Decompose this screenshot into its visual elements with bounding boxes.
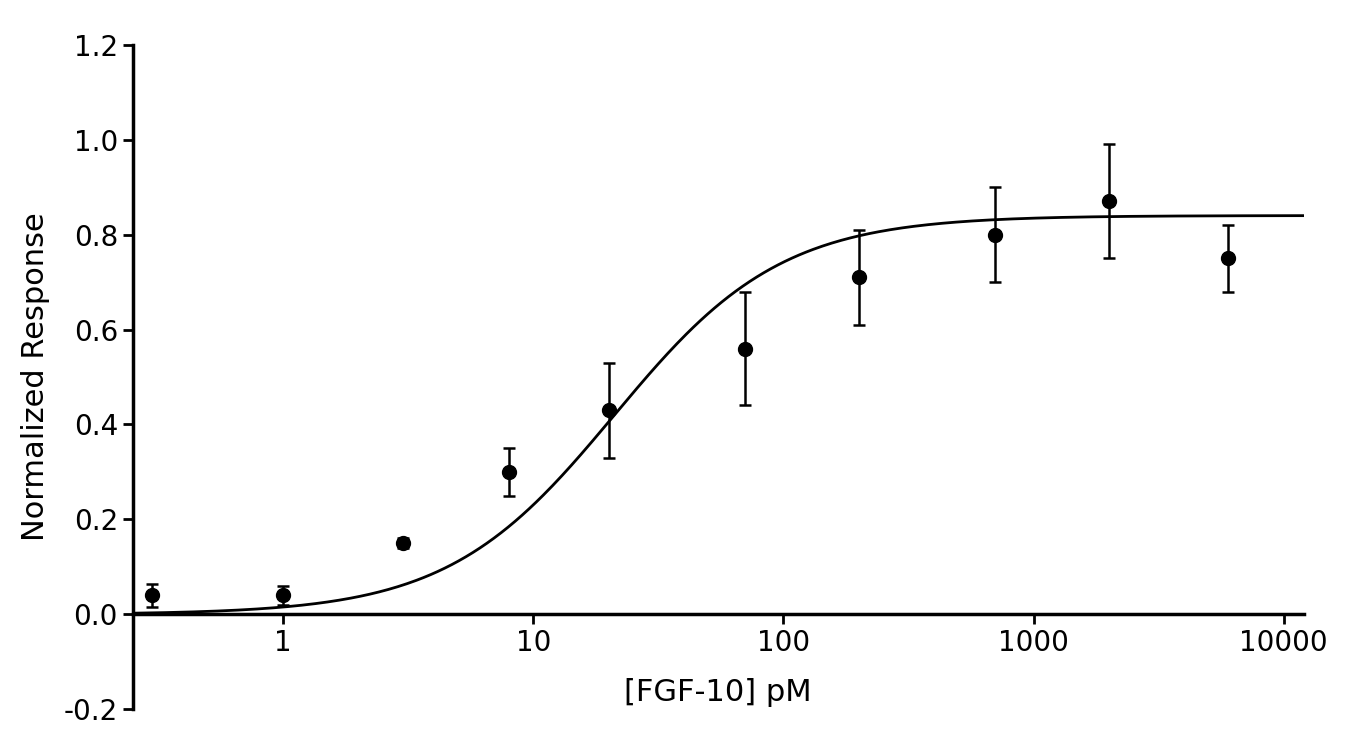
- Y-axis label: Normalized Response: Normalized Response: [20, 213, 50, 541]
- X-axis label: [FGF-10] pM: [FGF-10] pM: [624, 678, 812, 706]
